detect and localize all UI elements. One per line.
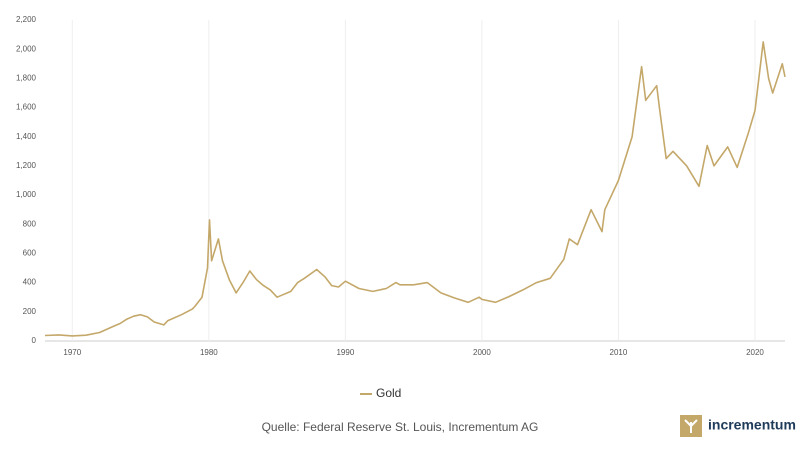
brand-logo: incrementum (680, 415, 796, 437)
x-tick-label: 2000 (473, 348, 491, 357)
y-tick-label: 0 (32, 336, 37, 345)
y-tick-label: 1,400 (16, 132, 37, 141)
line-series (44, 41, 786, 337)
y-tick-label: 600 (23, 249, 37, 258)
y-tick-label: 1,600 (16, 103, 37, 112)
x-tick-label: 1990 (336, 348, 354, 357)
y-tick-label: 400 (23, 278, 37, 287)
y-tick-label: 1,200 (16, 161, 37, 170)
x-tick-label: 2010 (610, 348, 628, 357)
x-tick-label: 1970 (63, 348, 81, 357)
legend-label: Gold (376, 386, 401, 400)
x-tick-label: 2020 (746, 348, 764, 357)
y-tick-label: 200 (23, 307, 37, 316)
x-tick-label: 1980 (200, 348, 218, 357)
y-tick-label: 800 (23, 219, 37, 228)
y-tick-label: 2,200 (16, 15, 37, 24)
y-tick-label: 1,000 (16, 190, 37, 199)
y-tick-label: 1,800 (16, 73, 37, 82)
brand-name: incrementum (708, 417, 796, 433)
logo-tree (684, 419, 698, 433)
y-tick-label: 2,000 (16, 44, 37, 53)
source-note: Quelle: Federal Reserve St. Louis, Incre… (262, 420, 539, 434)
